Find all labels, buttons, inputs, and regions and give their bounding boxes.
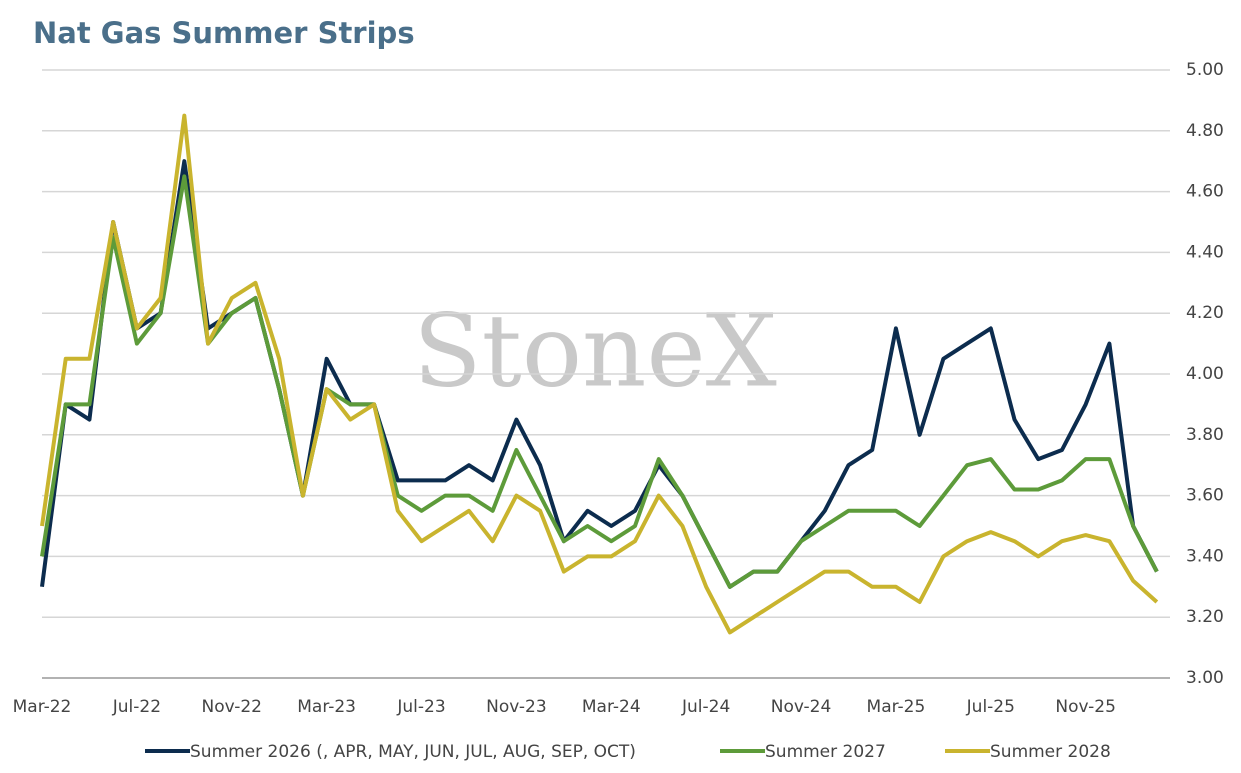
legend-label: Summer 2027 bbox=[765, 742, 886, 762]
x-tick-label: Mar-24 bbox=[582, 697, 641, 717]
y-tick-label: 5.00 bbox=[1186, 60, 1224, 80]
chart-title: Nat Gas Summer Strips bbox=[33, 16, 415, 50]
x-tick-label: Mar-23 bbox=[297, 697, 356, 717]
x-tick-label: Nov-22 bbox=[202, 697, 263, 717]
y-tick-label: 3.40 bbox=[1186, 546, 1224, 566]
x-tick-label: Nov-24 bbox=[771, 697, 832, 717]
y-tick-label: 3.00 bbox=[1186, 668, 1224, 688]
x-tick-label: Nov-25 bbox=[1055, 697, 1116, 717]
x-tick-label: Jul-23 bbox=[396, 697, 445, 717]
x-tick-label: Jul-25 bbox=[966, 697, 1015, 717]
y-tick-label: 4.20 bbox=[1186, 303, 1224, 323]
x-tick-label: Jul-22 bbox=[112, 697, 161, 717]
x-tick-label: Jul-24 bbox=[681, 697, 730, 717]
watermark: StoneX bbox=[413, 293, 777, 410]
legend-label: Summer 2028 bbox=[990, 742, 1111, 762]
x-tick-label: Mar-25 bbox=[867, 697, 926, 717]
y-tick-label: 4.60 bbox=[1186, 182, 1224, 202]
x-tick-label: Mar-22 bbox=[13, 697, 72, 717]
y-tick-label: 4.80 bbox=[1186, 121, 1224, 141]
y-tick-label: 3.80 bbox=[1186, 425, 1224, 445]
y-tick-label: 3.60 bbox=[1186, 486, 1224, 506]
y-tick-label: 3.20 bbox=[1186, 607, 1224, 627]
y-tick-label: 4.40 bbox=[1186, 242, 1224, 262]
series-line bbox=[40, 174, 1159, 589]
legend-label: Summer 2026 (, APR, MAY, JUN, JUL, AUG, … bbox=[190, 742, 636, 762]
x-tick-label: Nov-23 bbox=[486, 697, 547, 717]
series-line bbox=[40, 113, 1159, 635]
y-tick-label: 4.00 bbox=[1186, 364, 1224, 384]
